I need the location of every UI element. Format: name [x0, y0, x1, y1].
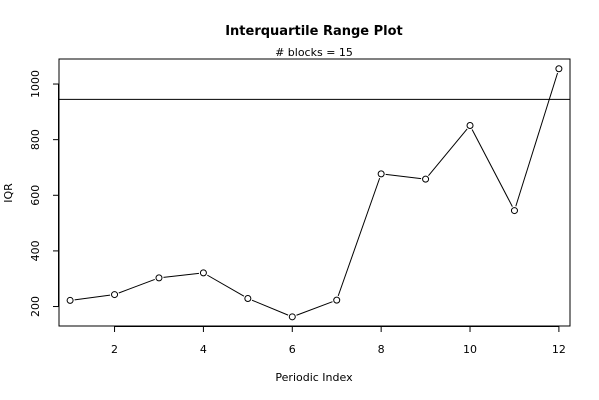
series-segment [385, 173, 422, 180]
series-segment [74, 294, 111, 301]
data-point [244, 294, 252, 302]
x-tick-label: 10 [463, 343, 477, 356]
series-segment [515, 72, 559, 207]
x-tick-label: 2 [111, 343, 118, 356]
data-point [422, 175, 430, 183]
series-segment [428, 128, 468, 177]
data-point [377, 170, 385, 178]
series-segment [337, 177, 381, 297]
axes-ticks: 2 4 6 8 10 12 200 400 600 800 1000 [29, 70, 566, 356]
y-tick-label: 200 [29, 296, 42, 317]
x-axis-label: Periodic Index [275, 371, 353, 384]
x-tick-label: 8 [378, 343, 385, 356]
data-point [555, 65, 563, 73]
data-point [155, 274, 163, 282]
data-point [333, 296, 341, 304]
x-tick-label: 12 [552, 343, 566, 356]
data-point [510, 207, 518, 215]
data-point [466, 121, 474, 129]
x-tick-label: 6 [289, 343, 296, 356]
data-point [288, 313, 296, 321]
y-tick-label: 1000 [29, 70, 42, 98]
series-segment [118, 278, 155, 294]
y-axis-label: IQR [2, 183, 15, 203]
series-segment [471, 129, 513, 207]
y-tick-label: 400 [29, 240, 42, 261]
data-point [66, 296, 74, 304]
series-layer [66, 65, 563, 321]
series-segment [251, 299, 289, 316]
series-segment [296, 301, 333, 316]
y-tick-label: 800 [29, 129, 42, 150]
x-tick-label: 4 [200, 343, 207, 356]
data-point [111, 291, 119, 299]
series-segment [207, 274, 245, 297]
series-segment [163, 272, 199, 278]
data-point [199, 269, 207, 277]
y-tick-label: 600 [29, 185, 42, 206]
chart-title: Interquartile Range Plot [225, 24, 403, 39]
chart-subtitle: # blocks = 15 [275, 46, 353, 59]
